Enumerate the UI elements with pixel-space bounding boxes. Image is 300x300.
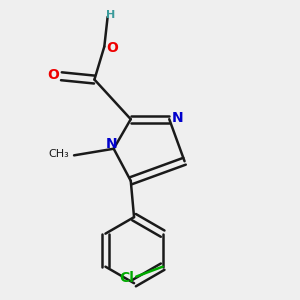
Text: H: H [106,10,115,20]
Text: O: O [47,68,59,82]
Text: O: O [106,41,119,55]
Text: Cl: Cl [119,271,134,285]
Text: CH₃: CH₃ [49,149,70,159]
Text: N: N [172,110,183,124]
Text: N: N [106,137,118,151]
